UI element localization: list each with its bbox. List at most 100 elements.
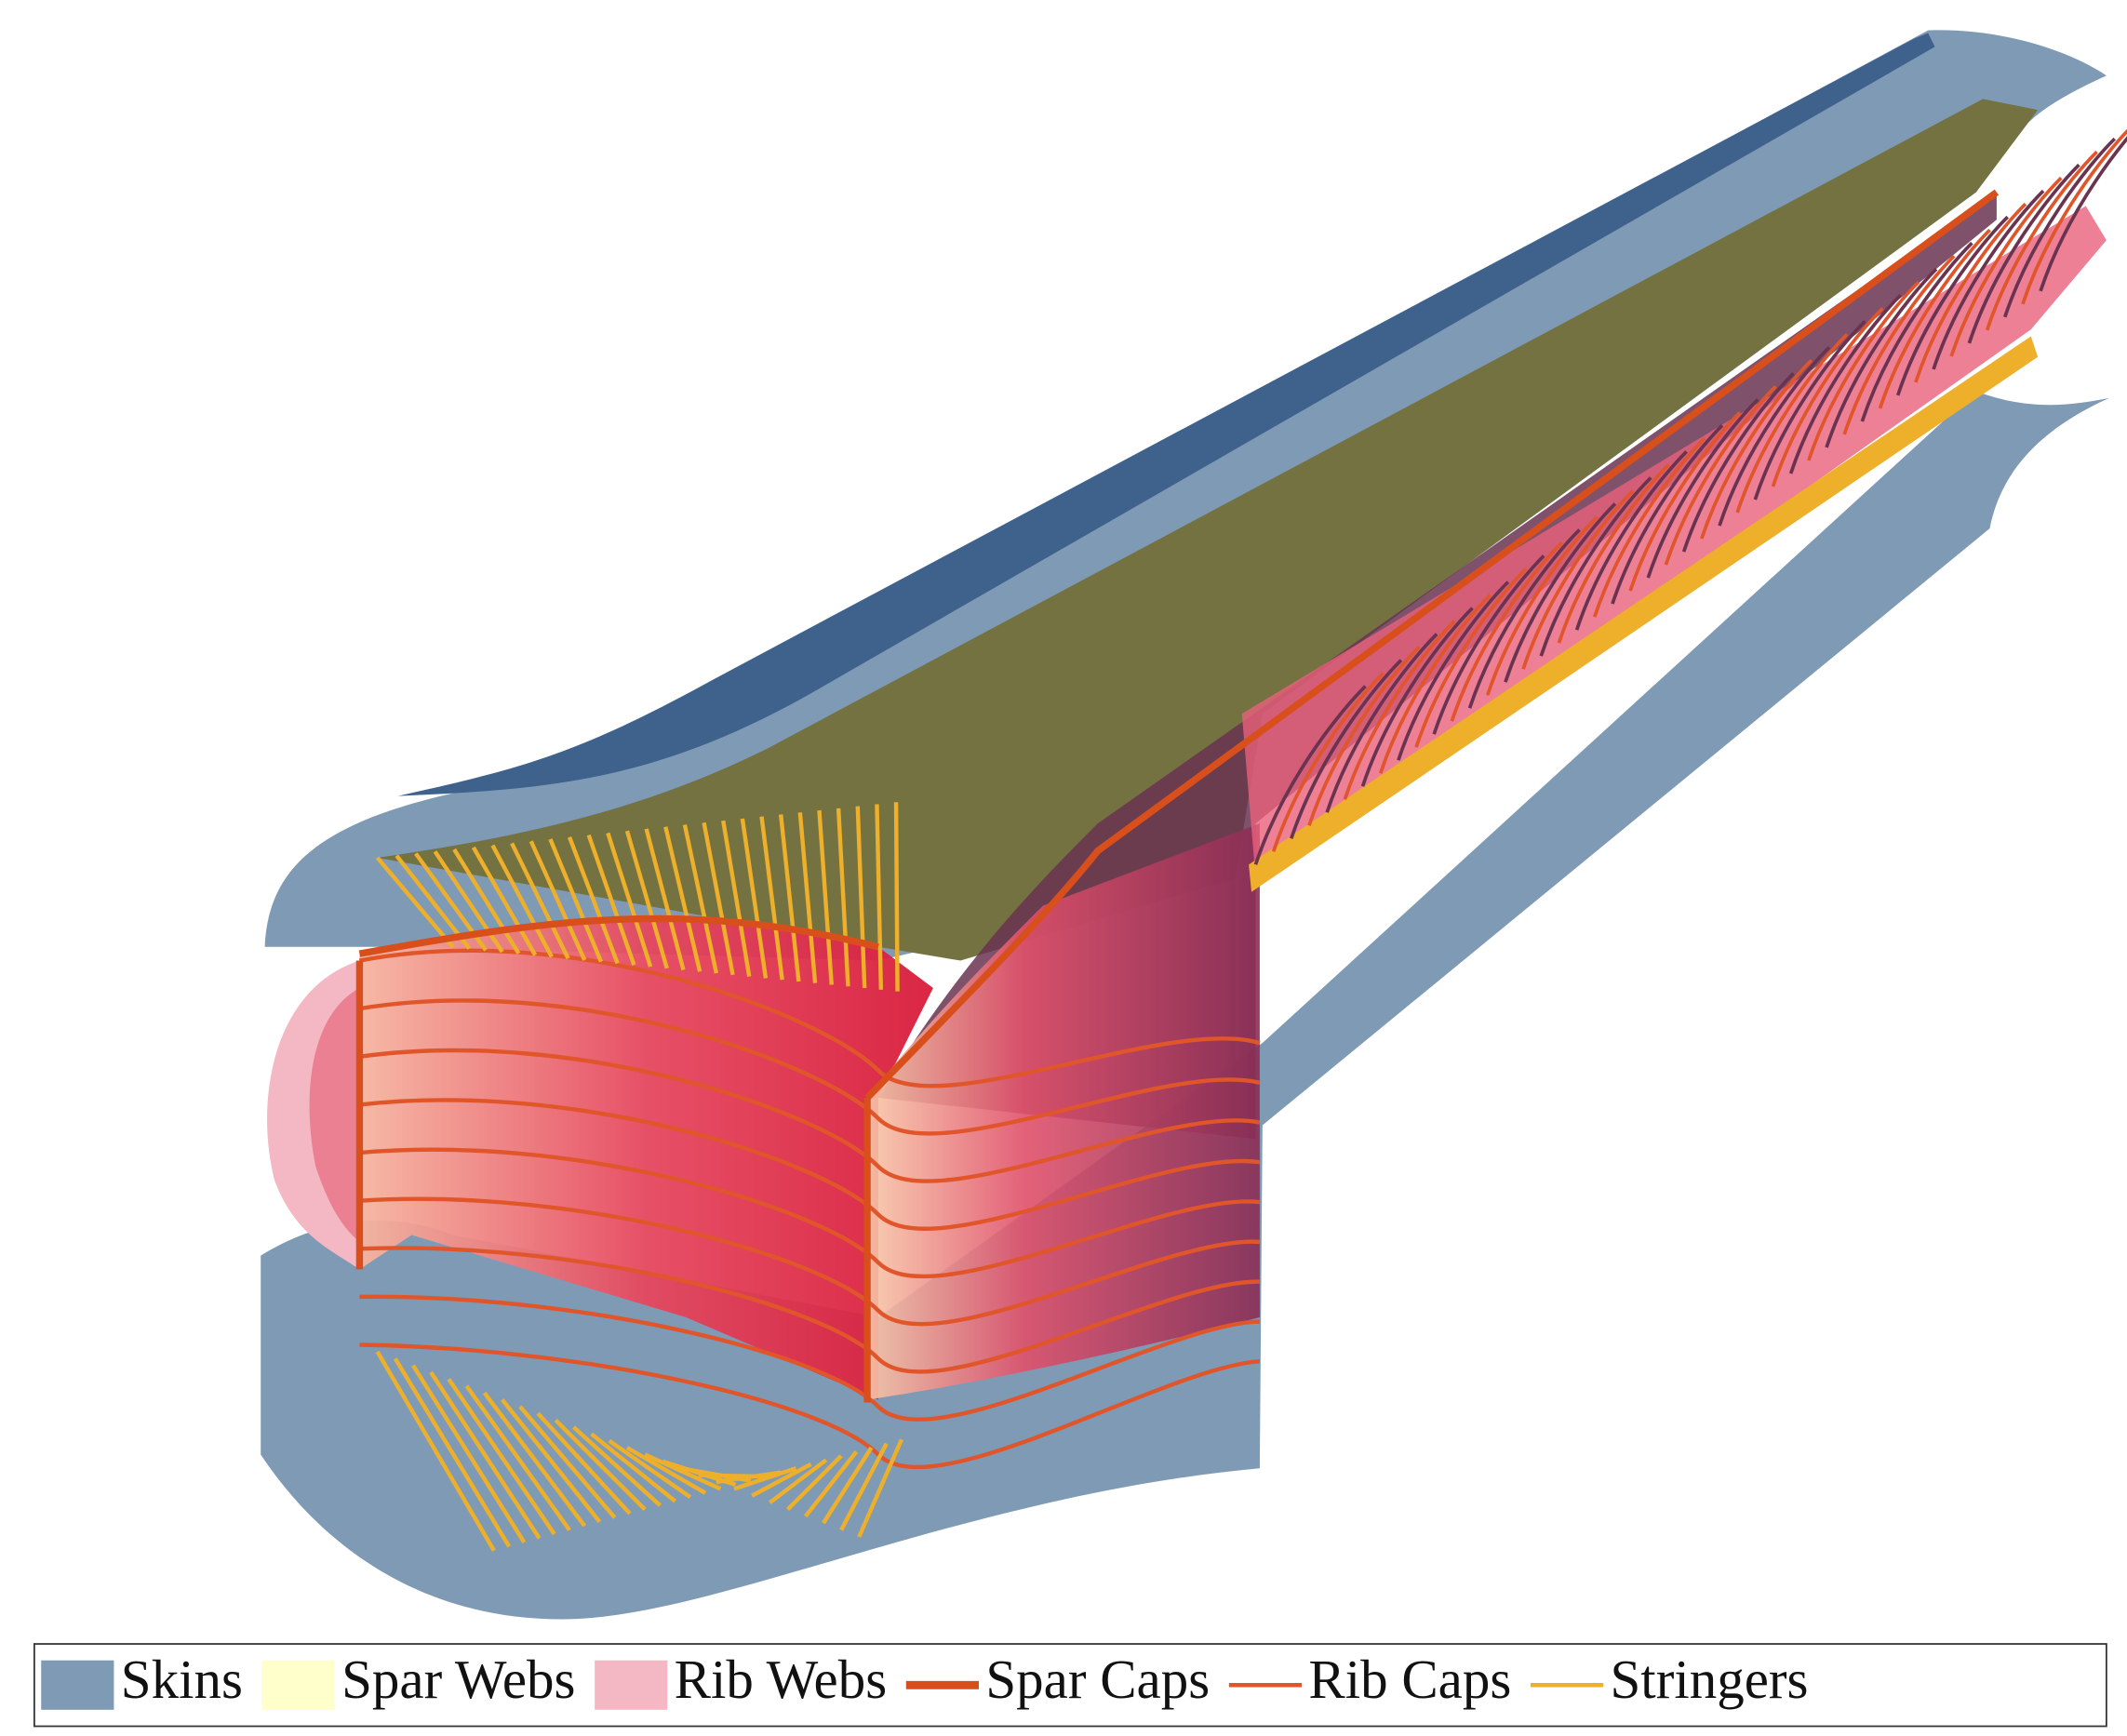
stringer [429,1370,542,1540]
rib-cap [2039,136,2127,292]
rib-cap [1681,372,1795,553]
legend-swatch [41,1660,114,1710]
legend-label: Spar Webs [341,1649,575,1710]
stringer [644,828,686,971]
stringer [759,816,784,981]
rib-cap [1432,554,1545,735]
rib-cap [1753,319,1866,501]
rib-cap [1307,646,1421,826]
rib-cap [1343,620,1456,800]
stringer [567,836,620,965]
stringer [797,812,818,983]
rib-cap [1788,293,1902,474]
stringer [893,802,900,992]
stringer [606,832,653,968]
stringer [663,826,702,972]
rib-cap [1825,267,1938,448]
rib-cap [1450,541,1563,722]
rib-cap [359,998,1261,1136]
stringers [375,802,903,1552]
stringer [625,1446,707,1495]
rib-cap [1467,528,1581,709]
rib-cap [1718,345,1831,527]
rib-cap [359,1048,1261,1183]
rib-cap [359,1342,1261,1469]
stringer [482,1391,587,1528]
rib-cap [1414,568,1528,748]
rib-cap [1271,672,1385,852]
wing-drawing [261,30,2127,1620]
rib-cap [1253,685,1367,865]
stringer [608,1438,692,1500]
rib-cap [1557,463,1670,644]
lower-stringer-band [1249,336,2039,892]
stringer [733,1466,797,1491]
stringer [395,854,472,950]
rib-cap [1378,594,1492,774]
stringer [586,834,636,966]
stringer [501,1398,602,1524]
stringer [875,804,884,990]
rib-cap [2021,128,2127,305]
stringer [803,1450,859,1518]
rib-cap [1593,437,1706,618]
stringer [393,1357,512,1548]
stringer [778,814,801,982]
stringer [571,1425,662,1507]
stringer [682,824,719,974]
legend-box [33,1643,2107,1728]
legend-swatch [261,1660,335,1710]
rib-cap [1521,489,1635,670]
rib-cap [1949,176,2063,357]
legend-label: Rib Caps [1308,1649,1511,1710]
stringer [785,1454,843,1512]
rib-cap [1860,241,1973,422]
legend-label: Rib Webs [675,1649,887,1710]
rib-cap [359,1147,1261,1279]
rib-cap [1878,228,1991,409]
rib-cap [1807,280,1920,461]
rib-cap [1985,150,2098,331]
rib-cap [1646,398,1759,579]
rib-cap [2002,137,2117,318]
rib-cap [1895,215,2009,396]
rib-cap [358,948,1261,1088]
stringer [411,1364,527,1544]
stringer [447,1378,556,1536]
stringer [464,1384,571,1531]
stringer [528,840,587,961]
stringer [716,1470,782,1485]
rib-cap [1735,332,1849,514]
rib-cap [359,1294,1260,1422]
stringer [740,818,769,979]
stringer [548,838,604,963]
stringer [375,856,455,949]
stringer [518,1405,617,1519]
rib-cap [1539,476,1652,657]
rib-cap [1664,385,1777,566]
stringer [836,808,850,987]
stringer [510,842,570,960]
stringer [839,1442,889,1531]
stringer [822,1446,874,1525]
legend-label: Skins [121,1649,243,1710]
rib-cap [1574,450,1688,631]
stringer [855,806,867,989]
stringer [857,1438,903,1538]
stringer [471,846,538,956]
stringer [721,820,752,978]
rib-cap [1360,607,1474,787]
rib-cap [1325,633,1438,813]
spar-cap [355,189,2000,1403]
rib-cap [359,1098,1261,1231]
rib-cap [1771,306,1884,487]
stringer [644,1452,722,1491]
rib-body [359,915,933,1400]
rib-cap [359,1246,1260,1374]
legend-swatch [595,1660,668,1710]
stringer [624,830,669,969]
stringer [817,809,834,985]
rib-cap [1290,659,1403,839]
rib-cap [359,1196,1261,1327]
